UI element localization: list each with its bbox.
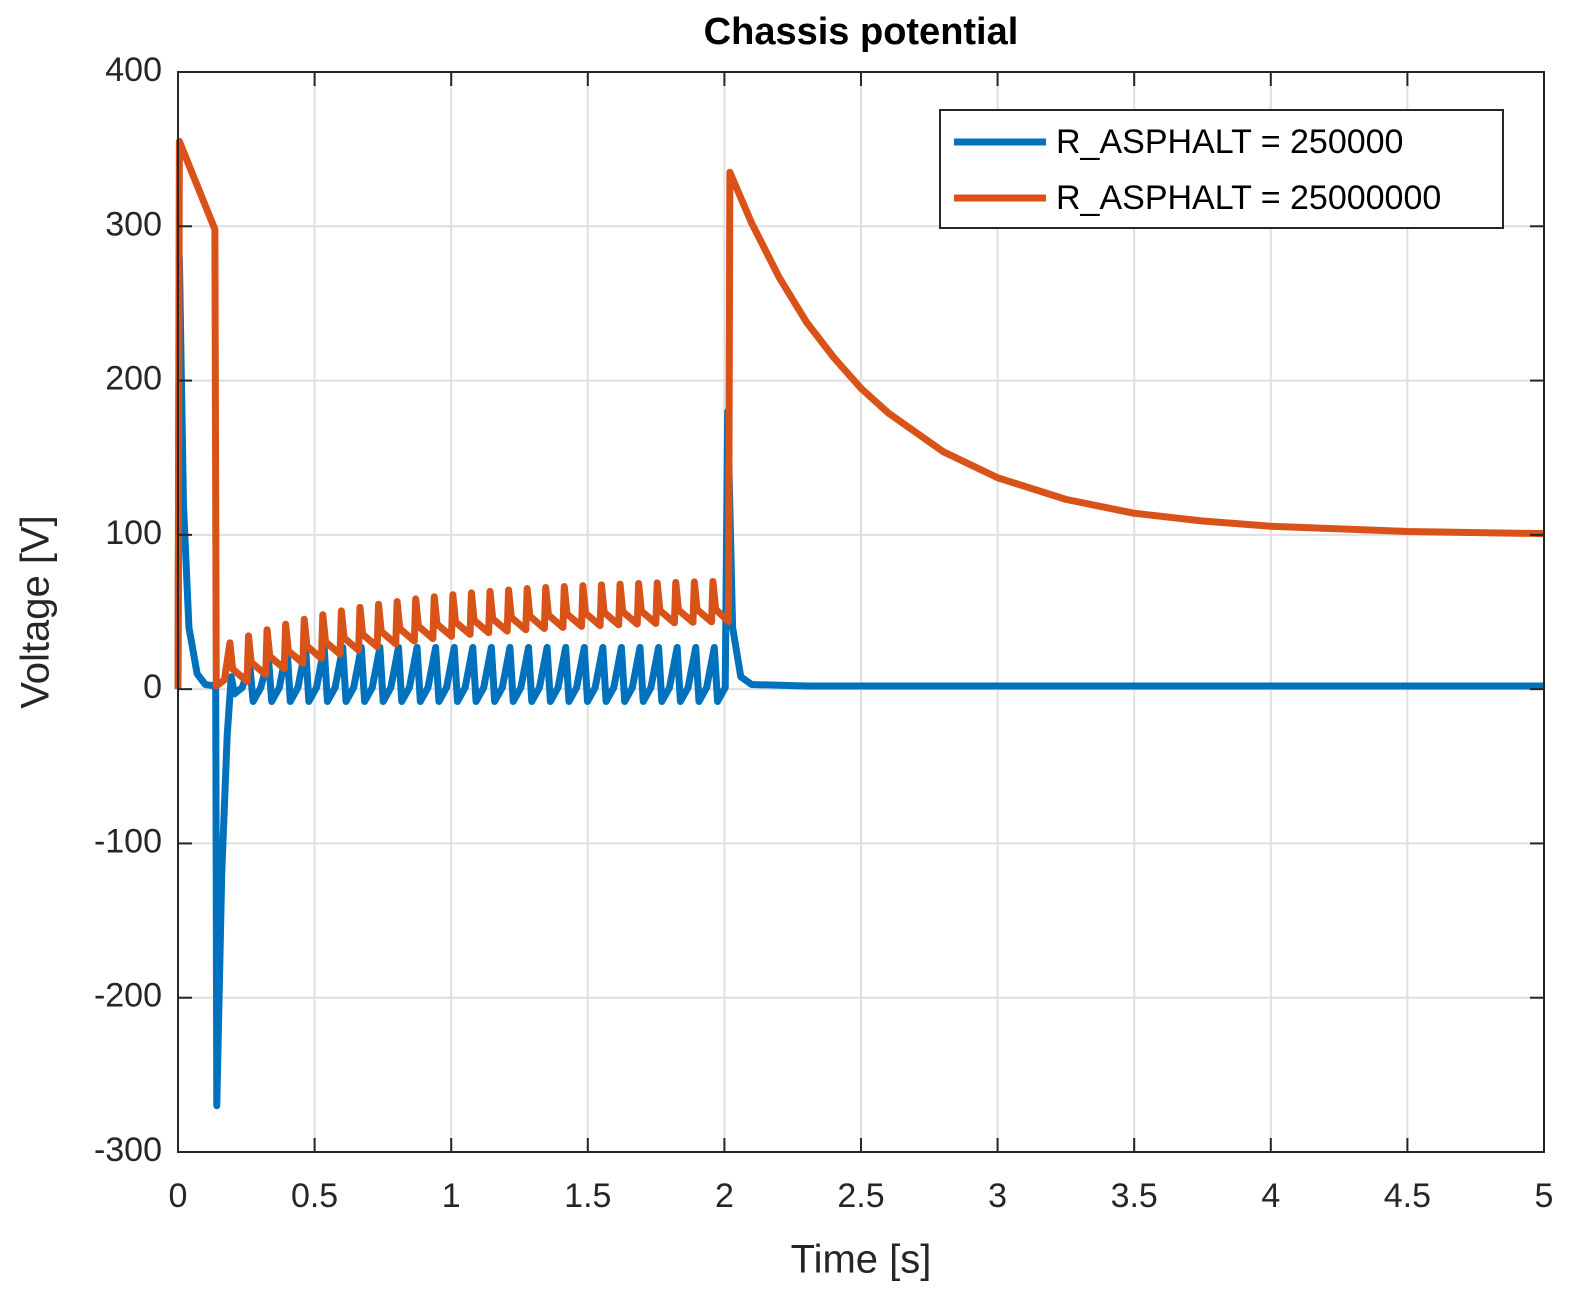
y-tick-label: 200 bbox=[105, 360, 162, 398]
x-tick-label: 4 bbox=[1261, 1177, 1280, 1215]
y-tick-label: 100 bbox=[105, 514, 162, 552]
legend-label: R_ASPHALT = 25000000 bbox=[1056, 179, 1441, 217]
plot-lines bbox=[174, 137, 1545, 1110]
x-tick-label: 1 bbox=[442, 1177, 461, 1215]
x-tick-label: 3.5 bbox=[1111, 1177, 1158, 1215]
x-tick-label: 3 bbox=[988, 1177, 1007, 1215]
x-tick-label: 4.5 bbox=[1384, 1177, 1431, 1215]
ticks: 0 0.5 1 1.5 2 2.5 3 3.5 4 4.5 5 -300 -200 -100 0 100 200… bbox=[94, 51, 1554, 1215]
y-tick-label: 300 bbox=[105, 205, 162, 243]
x-tick-label: 5 bbox=[1535, 1177, 1554, 1215]
x-tick-label: 0.5 bbox=[291, 1177, 338, 1215]
y-axis-label: Voltage [V] bbox=[14, 515, 58, 708]
y-tick-label: 400 bbox=[105, 51, 162, 89]
x-tick-label: 1.5 bbox=[564, 1177, 611, 1215]
x-tick-label: 0 bbox=[169, 1177, 188, 1215]
legend-label: R_ASPHALT = 250000 bbox=[1056, 123, 1403, 161]
legend: R_ASPHALT = 250000 R_ASPHALT = 25000000 bbox=[939, 109, 1504, 229]
chart-title: Chassis potential bbox=[704, 11, 1019, 53]
y-tick-label: 0 bbox=[143, 668, 162, 706]
y-tick-label: -200 bbox=[94, 977, 162, 1015]
y-tick-label: -100 bbox=[94, 822, 162, 860]
line-series bbox=[174, 137, 1545, 690]
x-tick-label: 2 bbox=[715, 1177, 734, 1215]
y-tick-label: -300 bbox=[94, 1131, 162, 1169]
legend-box bbox=[939, 109, 1504, 229]
x-axis-label: Time [s] bbox=[791, 1238, 932, 1282]
x-tick-label: 2.5 bbox=[837, 1177, 884, 1215]
